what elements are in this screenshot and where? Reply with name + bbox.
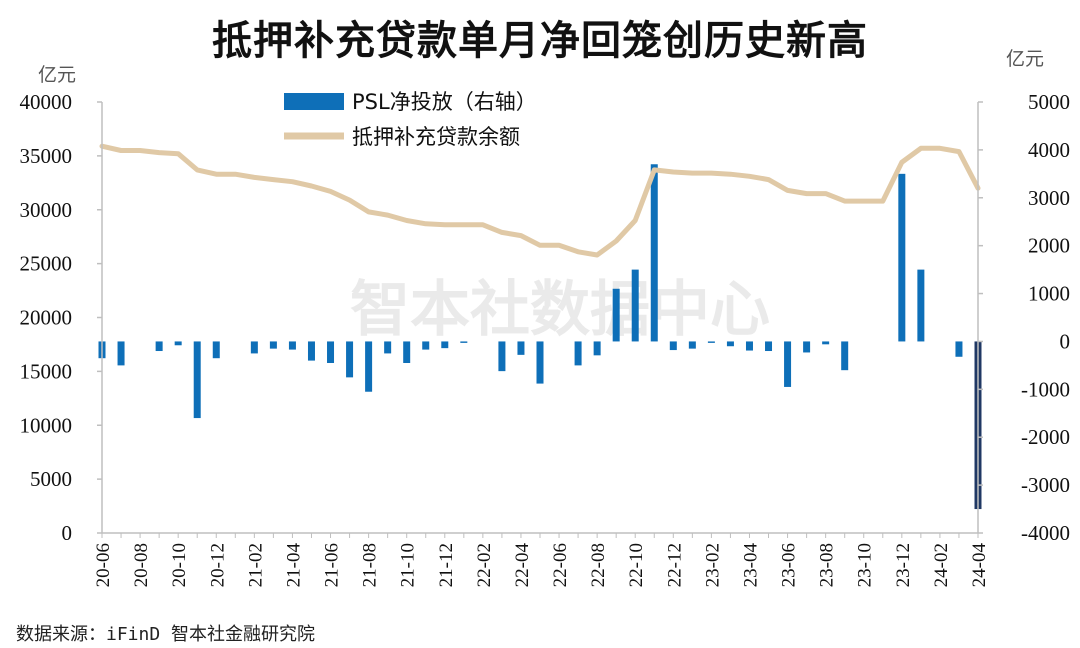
right-tick-label: -1000 [1021,377,1070,401]
x-tick-label: 23-06 [779,543,800,587]
x-tick-label: 23-02 [702,543,723,587]
legend-label-balance: 抵押补充贷款余额 [352,125,520,149]
bar-23-12 [898,173,906,342]
bar-21-08 [365,341,373,392]
bar-21-04 [288,341,296,350]
axes: 0500010000150002000025000300003500040000… [20,90,1071,587]
x-tick-label: 20-06 [93,543,114,587]
left-tick-label: 35000 [20,144,73,168]
x-tick-label: 22-02 [474,543,495,587]
x-tick-label: 21-04 [283,543,304,588]
legend-label-psl: PSL净投放（右轴） [352,90,537,114]
bar-22-03 [498,341,506,372]
x-tick-label: 23-04 [740,543,761,588]
bar-21-10 [403,341,411,363]
right-tick-label: 1000 [1028,282,1070,306]
bar-21-05 [307,341,315,361]
bar-22-09 [612,288,620,342]
left-tick-label: 0 [62,521,73,545]
x-tick-label: 22-06 [550,543,571,587]
bar-21-02 [250,341,258,354]
bar-22-11 [650,164,658,342]
bar-20-07 [117,341,125,366]
x-tick-label: 23-12 [893,543,914,587]
bar-23-01 [688,341,696,349]
right-tick-label: 2000 [1028,234,1070,258]
x-tick-label: 20-10 [169,543,190,587]
bar-20-10 [174,341,182,346]
balance-line [99,143,981,258]
right-tick-label: 5000 [1028,90,1070,114]
left-tick-label: 5000 [30,467,72,491]
left-tick-label: 10000 [20,413,73,437]
bar-21-07 [346,341,354,378]
x-tick-label: 23-10 [855,543,876,587]
bar-21-09 [384,341,392,354]
bar-22-08 [593,341,601,356]
bar-22-07 [574,341,582,366]
bar-23-02 [707,341,715,343]
x-tick-label: 22-04 [512,543,533,588]
left-tick-label: 40000 [20,90,73,114]
x-tick-label: 22-10 [626,543,647,587]
bar-22-05 [536,341,544,384]
bar-23-06 [784,341,792,387]
x-tick-label: 22-12 [664,543,685,587]
x-tick-label: 23-08 [817,543,838,587]
bar-23-08 [822,341,830,345]
left-tick-label: 30000 [20,198,73,222]
bar-20-11 [193,341,201,419]
bar-24-03 [955,341,963,357]
bar-23-07 [803,341,811,353]
x-tick-label: 24-04 [969,543,990,588]
bar-21-12 [441,341,449,349]
bar-23-03 [726,341,734,347]
legend: PSL净投放（右轴） 抵押补充贷款余额 [284,90,537,149]
x-tick-label: 24-02 [931,543,952,587]
bar-22-04 [517,341,525,355]
bar-21-06 [327,341,335,363]
x-tick-label: 20-12 [207,543,228,587]
bar-22-12 [669,341,677,351]
x-tick-label: 21-08 [360,543,381,587]
right-tick-label: 0 [1060,329,1071,353]
bar-21-03 [269,341,277,349]
x-tick-label: 20-08 [131,543,152,587]
watermark-text: 智本社数据中心 [350,275,770,345]
right-axis-unit: 亿元 [1006,48,1045,70]
x-tick-label: 21-10 [398,543,419,587]
right-tick-label: 4000 [1028,138,1070,162]
bar-20-09 [155,341,163,352]
right-tick-label: -4000 [1021,521,1070,545]
bar-24-01 [917,269,925,342]
source-note: 数据来源：iFinD 智本社金融研究院 [16,624,316,645]
right-tick-label: -2000 [1021,425,1070,449]
bar-23-04 [745,341,753,351]
x-tick-label: 21-12 [436,543,457,587]
line-series [99,143,981,258]
bar-23-05 [765,341,773,352]
bar-21-11 [422,341,430,350]
left-tick-label: 15000 [20,359,73,383]
bar-22-01 [460,341,468,343]
left-tick-label: 25000 [20,252,73,276]
bar-20-12 [212,341,220,359]
chart-title: 抵押补充贷款单月净回笼创历史新高 [212,18,868,64]
legend-swatch-psl [284,93,344,110]
right-tick-label: 3000 [1028,186,1070,210]
x-tick-label: 21-06 [322,543,343,587]
bar-23-09 [841,341,849,371]
bar-22-10 [631,269,639,342]
left-axis-unit: 亿元 [38,64,77,86]
x-tick-label: 21-02 [245,543,266,587]
left-tick-label: 20000 [20,306,73,330]
x-tick-label: 22-08 [588,543,609,587]
right-tick-label: -3000 [1021,473,1070,497]
